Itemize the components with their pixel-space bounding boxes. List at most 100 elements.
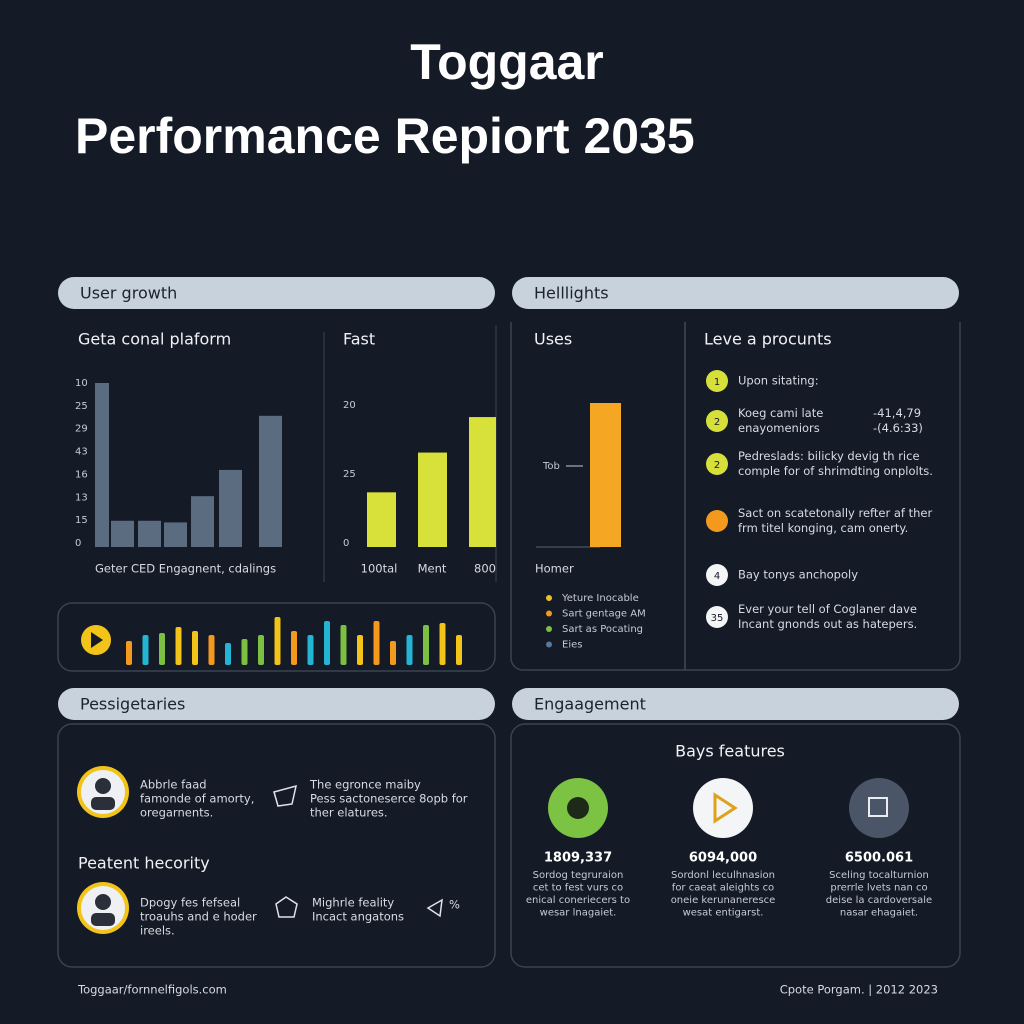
stat-text: wesat entigarst.	[683, 908, 764, 919]
list-figure: -41,4,79	[873, 406, 921, 420]
chart-title: Uses	[534, 330, 572, 349]
bar	[418, 452, 447, 547]
equalizer-bar	[291, 631, 297, 665]
section-title: Pessigetaries	[80, 695, 185, 714]
badge	[706, 410, 728, 432]
legend-swatch	[546, 626, 552, 632]
list-figure: -(4.6:33)	[873, 421, 923, 435]
stat-text: for caeat aleights co	[672, 883, 774, 894]
equalizer-bar	[159, 633, 165, 665]
icon	[275, 896, 298, 918]
stat-figure: 6500.061	[845, 851, 913, 866]
stat-text: deise la cardoversale	[826, 895, 932, 906]
bar	[164, 522, 187, 547]
badge-label: 2	[714, 460, 720, 471]
stat-glyph	[567, 797, 589, 819]
section-header	[512, 688, 959, 720]
bar	[367, 492, 396, 547]
bar	[469, 417, 496, 547]
stat-text: oneie kerunaneresce	[671, 895, 776, 906]
panel	[57, 723, 496, 968]
stat-text: wesar lnagaiet.	[540, 908, 617, 919]
equalizer-bar	[208, 635, 215, 665]
bar	[219, 469, 242, 547]
legend-label: Eies	[562, 640, 582, 651]
badge	[706, 510, 728, 532]
y-axis-label: 16	[75, 469, 88, 480]
equalizer-bar	[241, 639, 248, 665]
list-text: Upon sitating:	[738, 374, 819, 388]
stat-text: Sordog tegruraion	[533, 870, 624, 881]
body-text: oregarnents.	[140, 806, 213, 820]
panel	[684, 322, 961, 671]
body-text: Mighrle feality	[312, 896, 394, 910]
equalizer-bar	[423, 625, 429, 665]
list-text: Koeg cami late	[738, 406, 823, 420]
equalizer-bar	[126, 641, 132, 665]
y-axis-label: 15	[75, 515, 88, 526]
equalizer-bar	[406, 635, 413, 665]
badge	[706, 606, 728, 628]
body-text: ireels.	[140, 924, 175, 938]
y-axis-label: 13	[75, 492, 88, 503]
subheading: Bays features	[675, 742, 785, 761]
equalizer-bar	[357, 635, 363, 665]
bar	[590, 403, 621, 547]
stat-glyph	[713, 792, 738, 824]
badge	[706, 453, 728, 475]
avatar	[77, 882, 129, 934]
stat-icon	[849, 778, 909, 838]
list-text: Sact on scatetonally refter af ther	[738, 506, 932, 520]
section-title: Engaagement	[534, 695, 646, 714]
y-axis-label: 0	[75, 538, 81, 549]
icon	[273, 784, 298, 807]
body-text: Abbrle faad	[140, 778, 207, 792]
list-text: Pedreslads: bilicky devig th rice	[738, 449, 920, 463]
badge-label: 4	[714, 571, 720, 582]
list-text: frm titel konging, cam onerty.	[738, 521, 908, 535]
body-text: ther elatures.	[310, 806, 388, 820]
list-title: Leve a procunts	[704, 330, 832, 349]
x-tick-label: 800	[474, 562, 496, 576]
section-title: Helllights	[534, 284, 609, 303]
badge-label: 35	[711, 613, 724, 624]
subtitle: Performance Repiort 2035	[75, 108, 695, 164]
section-header	[58, 688, 495, 720]
footer-right: Cpote Porgam. | 2012 2023	[780, 983, 938, 997]
legend-swatch	[546, 595, 552, 601]
body-text: Pess sactoneserce 8opb for	[310, 792, 468, 806]
icon	[426, 898, 443, 918]
stat-glyph	[868, 797, 888, 817]
stat-text: enical coneriecers to	[526, 895, 630, 906]
badge-label: 1	[714, 377, 720, 388]
stat-text: nasar ehagaiet.	[840, 908, 918, 919]
list-text: Incant gnonds out as hatepers.	[738, 617, 917, 631]
panel	[510, 723, 961, 968]
chart-title: Geta conal plaform	[78, 330, 231, 349]
marker-label: Tob	[542, 461, 560, 472]
equalizer-bar	[373, 621, 380, 665]
list-text: Ever your tell of Coglaner dave	[738, 602, 917, 616]
list-text: comple for of shrimdting onplolts.	[738, 464, 933, 478]
list-text: Bay tonys anchopoly	[738, 568, 858, 582]
equalizer-bar	[258, 635, 264, 665]
y-axis-label: 29	[75, 424, 88, 435]
legend-label: Yeture Inocable	[561, 593, 639, 604]
y-axis-label: 20	[343, 400, 356, 411]
y-axis-label: 25	[343, 469, 356, 480]
tag: %	[449, 898, 460, 912]
equalizer-bar	[307, 635, 314, 665]
footer-left: Toggaar/fornnelfigols.com	[77, 983, 227, 997]
badge	[706, 370, 728, 392]
y-axis-label: 10	[75, 378, 88, 389]
subheading: Peatent hecority	[78, 854, 210, 873]
x-tick-label: Ment	[418, 562, 447, 576]
stat-text: cet to fest vurs co	[533, 883, 623, 894]
y-axis-label: 43	[75, 447, 88, 458]
equalizer-bar	[390, 641, 396, 665]
bar	[95, 383, 109, 547]
generated: 10 25 29 43 16 13 15 0 20 25 0 100tal Ment 800 Yeture …	[75, 370, 933, 938]
legend-label: Sart as Pocating	[562, 624, 643, 635]
